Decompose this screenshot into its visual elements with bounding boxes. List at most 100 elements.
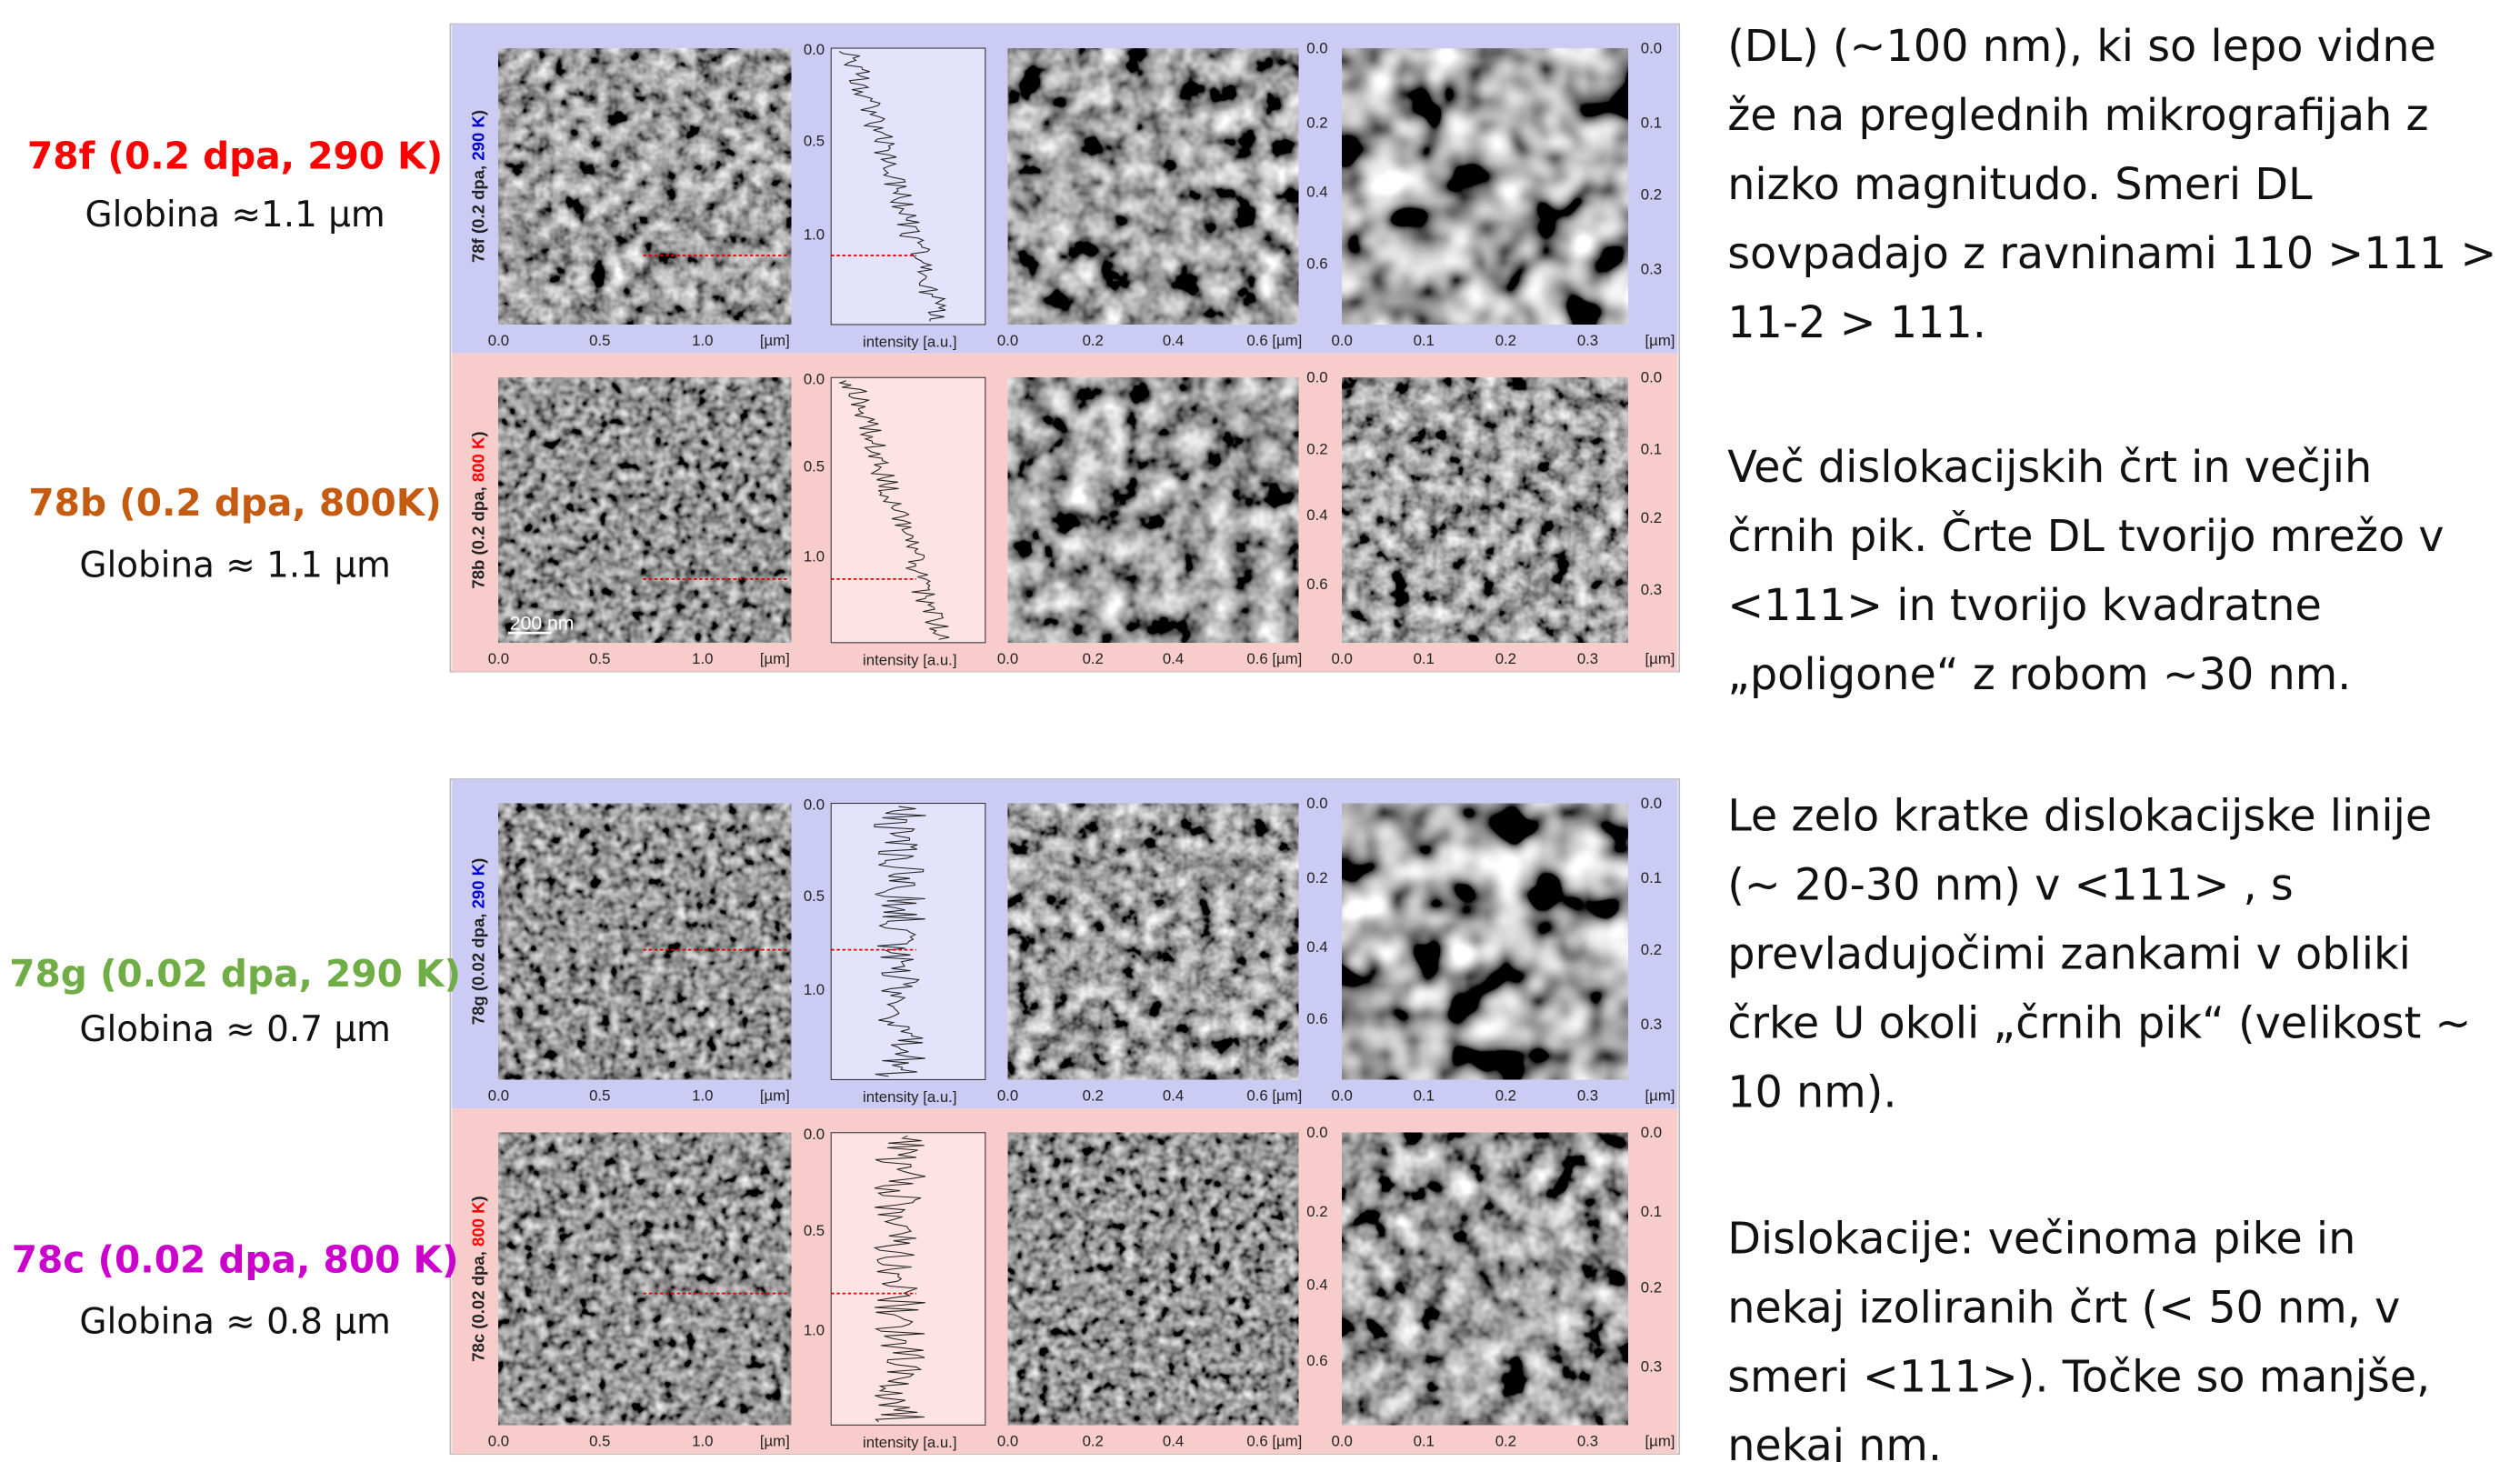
x-tick-label: 0.6 [µm] xyxy=(1246,1086,1302,1104)
row-label-close: ) xyxy=(469,1196,488,1201)
y-tick-label: 0.2 xyxy=(1306,114,1327,131)
micrograph xyxy=(1342,1133,1628,1426)
x-tick-label: 0.2 xyxy=(1083,1086,1104,1104)
x-tick-label: 0.0 xyxy=(997,332,1018,349)
y-tick-label: 0.2 xyxy=(1641,185,1662,203)
x-tick-label: 0.1 xyxy=(1414,1432,1435,1449)
y-tick-label: 0.2 xyxy=(1306,869,1327,886)
x-tick-label: 0.6 [µm] xyxy=(1246,332,1302,349)
paragraph-line: smeri <111>). Točke so manjše, xyxy=(1727,1352,2430,1402)
y-tick-label: 1.0 xyxy=(804,1321,825,1338)
x-axis-label: intensity [a.u.] xyxy=(863,334,956,351)
x-tick-label: 0.0 xyxy=(997,1432,1018,1449)
x-tick-label: 0.0 xyxy=(1331,1432,1352,1449)
y-tick-label: 0.5 xyxy=(804,887,825,905)
x-tick-label: 0.1 xyxy=(1414,1086,1435,1104)
x-tick-label: 0.2 xyxy=(1495,1086,1516,1104)
y-tick-label: 0.4 xyxy=(1306,1276,1327,1293)
row-label-id: 78b (0.2 dpa, xyxy=(469,482,488,589)
y-tick-label: 0.1 xyxy=(1641,440,1662,457)
x-tick-label: 0.0 xyxy=(997,650,1018,667)
scale-bar-label: 200 nm xyxy=(510,614,575,635)
row-label-temperature: 290 K xyxy=(469,863,488,908)
x-tick-label: 0.4 xyxy=(1163,1432,1184,1449)
micrograph xyxy=(1008,804,1299,1080)
micrograph xyxy=(1342,377,1628,643)
y-tick-label: 0.1 xyxy=(1641,869,1662,886)
micrograph xyxy=(1008,1133,1299,1426)
x-tick-label: 1.0 xyxy=(692,1086,713,1104)
paragraph-line: Le zelo kratke dislokacijske linije xyxy=(1727,792,2432,842)
x-tick-label: 0.2 xyxy=(1495,650,1516,667)
x-tick-label: 0.4 xyxy=(1163,332,1184,349)
x-tick-label: 0.0 xyxy=(997,1086,1018,1104)
x-tick-label: [µm] xyxy=(760,1432,790,1449)
micrograph xyxy=(498,804,791,1080)
figure-row: 78g (0.02 dpa, 290 K) 0.0 0.5 1.0 [µm] 0.0 0.5… xyxy=(452,779,1677,1108)
y-tick-label: 0.6 xyxy=(1306,1352,1327,1369)
row-label-id: 78g (0.02 dpa, xyxy=(469,908,488,1025)
x-tick-label: 0.0 xyxy=(488,1432,509,1449)
y-tick-label: 0.0 xyxy=(1641,1124,1662,1141)
y-tick-label: 0.0 xyxy=(804,796,825,814)
y-tick-label: 0.6 xyxy=(1306,576,1327,593)
y-tick-label: 0.6 xyxy=(1306,255,1327,272)
y-tick-label: 0.0 xyxy=(804,370,825,387)
paragraph-line: sovpadajo z ravninami 110 >111 > xyxy=(1727,229,2496,279)
y-tick-label: 0.0 xyxy=(804,1126,825,1143)
y-tick-label: 0.3 xyxy=(1641,1016,1662,1033)
row-label-close: ) xyxy=(469,858,488,864)
x-tick-label: 1.0 xyxy=(692,332,713,349)
intensity-profile xyxy=(831,377,985,643)
sample-name: 78g (0.02 dpa, 290 K) xyxy=(9,952,461,996)
y-tick-label: 0.4 xyxy=(1306,938,1327,956)
y-tick-label: 0.2 xyxy=(1306,1203,1327,1220)
y-tick-label: 0.5 xyxy=(804,458,825,476)
x-tick-label: [µm] xyxy=(1645,1432,1675,1449)
paragraph-line: 11-2 > 111. xyxy=(1727,298,1986,348)
x-tick-label: 0.5 xyxy=(589,1086,610,1104)
paragraph-line: „poligone“ z robom ~30 nm. xyxy=(1727,650,2351,700)
row-label-id: 78f (0.2 dpa, xyxy=(469,161,488,263)
paragraph-line: nekaj izoliranih črt (< 50 nm, v xyxy=(1727,1283,2400,1333)
y-tick-label: 0.3 xyxy=(1641,260,1662,277)
y-tick-label: 0.2 xyxy=(1641,1279,1662,1297)
micrograph xyxy=(1342,48,1628,325)
x-tick-label: 0.0 xyxy=(488,332,509,349)
x-tick-label: [µm] xyxy=(1645,1086,1675,1104)
sample-depth: Globina ≈ 1.1 µm xyxy=(79,545,391,586)
row-label-close: ) xyxy=(469,110,488,115)
paragraph-line: prevladujočimi zankami v obliki xyxy=(1727,930,2411,980)
paragraph-line: <111> in tvorijo kvadratne xyxy=(1727,581,2322,631)
x-tick-label: 1.0 xyxy=(692,1432,713,1449)
x-tick-label: 0.3 xyxy=(1577,1086,1598,1104)
paragraph-line: črke U okoli „črnih pik“ (velikost ~ xyxy=(1727,999,2471,1049)
x-tick-label: [µm] xyxy=(760,650,790,667)
y-tick-label: 0.0 xyxy=(1306,39,1327,56)
x-tick-label: 1.0 xyxy=(692,650,713,667)
x-tick-label: 0.2 xyxy=(1495,332,1516,349)
x-tick-label: 0.3 xyxy=(1577,650,1598,667)
intensity-profile xyxy=(831,1133,985,1426)
x-tick-label: 0.0 xyxy=(1331,1086,1352,1104)
y-tick-label: 0.1 xyxy=(1641,114,1662,131)
paragraph-line: (~ 20-30 nm) v <111> , s xyxy=(1727,861,2294,911)
paragraph-line: (DL) (~100 nm), ki so lepo vidne xyxy=(1727,22,2436,72)
row-label: 78g (0.02 dpa, 290 K) xyxy=(469,858,488,1026)
micrograph xyxy=(1342,804,1628,1080)
x-tick-label: [µm] xyxy=(1645,332,1675,349)
paragraph-line: črnih pik. Črte DL tvorijo mrežo v xyxy=(1727,510,2444,562)
y-tick-label: 0.0 xyxy=(1641,795,1662,812)
sample-depth: Globina ≈1.1 µm xyxy=(85,195,385,235)
micrograph xyxy=(1008,377,1299,643)
y-tick-label: 0.4 xyxy=(1306,506,1327,524)
row-label-temperature: 800 K xyxy=(469,1201,488,1247)
paragraph-line: 10 nm). xyxy=(1727,1067,1896,1117)
x-tick-label: 0.4 xyxy=(1163,650,1184,667)
x-tick-label: 0.0 xyxy=(488,1086,509,1104)
paragraph-line: nizko magnitudo. Smeri DL xyxy=(1727,160,2313,210)
row-label-temperature: 800 K xyxy=(469,436,488,482)
y-tick-label: 0.1 xyxy=(1641,1203,1662,1220)
intensity-profile xyxy=(831,804,985,1080)
